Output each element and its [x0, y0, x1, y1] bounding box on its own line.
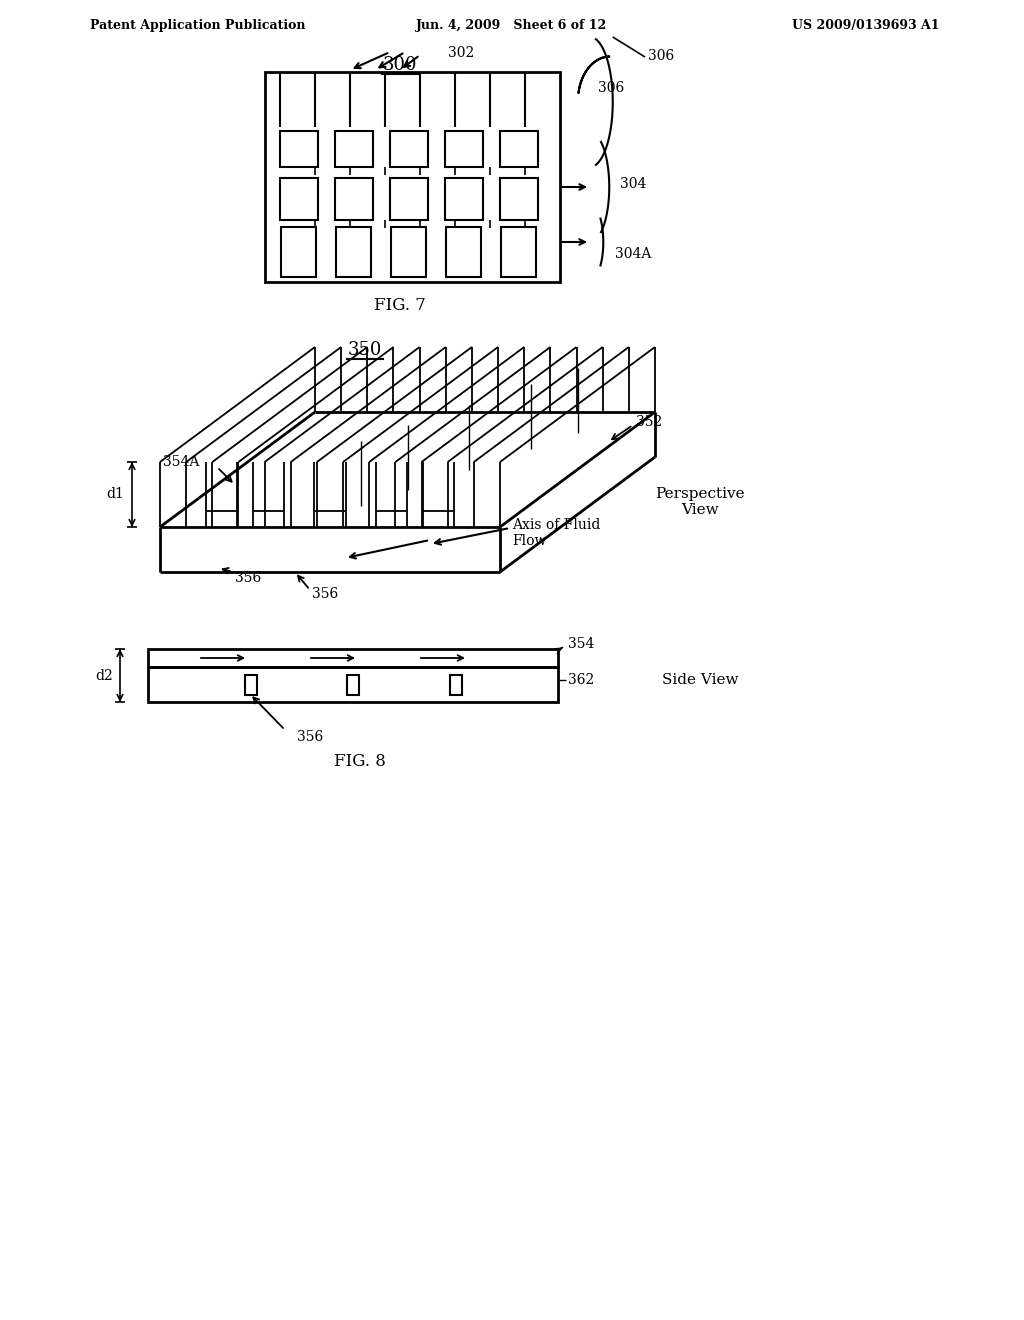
Text: FIG. 8: FIG. 8 [334, 754, 386, 771]
Text: 356: 356 [234, 572, 261, 585]
Bar [500, 131, 538, 168]
Bar [391, 227, 426, 277]
Bar [245, 675, 256, 694]
Bar [335, 131, 373, 168]
Text: 306: 306 [648, 49, 674, 63]
Text: Patent Application Publication: Patent Application Publication [90, 18, 305, 32]
Bar [148, 667, 558, 702]
Bar [445, 178, 483, 220]
Bar [347, 675, 359, 694]
Bar [265, 73, 560, 282]
Text: US 2009/0139693 A1: US 2009/0139693 A1 [793, 18, 940, 32]
Bar [500, 178, 538, 220]
Bar [280, 178, 318, 220]
Bar [148, 649, 558, 667]
Text: d1: d1 [106, 487, 124, 502]
Text: Axis of Fluid
Flow: Axis of Fluid Flow [512, 517, 600, 548]
Text: Jun. 4, 2009   Sheet 6 of 12: Jun. 4, 2009 Sheet 6 of 12 [417, 18, 607, 32]
Text: 306: 306 [598, 81, 625, 95]
Text: 354A: 354A [163, 455, 200, 469]
Bar [281, 227, 316, 277]
Bar [445, 131, 483, 168]
Text: 354: 354 [568, 638, 594, 651]
Bar [450, 675, 462, 694]
Text: FIG. 7: FIG. 7 [374, 297, 426, 314]
Bar [335, 178, 373, 220]
Text: Perspective
View: Perspective View [655, 487, 744, 517]
Text: 304: 304 [620, 177, 646, 191]
Text: 302: 302 [449, 46, 474, 59]
Bar [390, 178, 428, 220]
Text: 352: 352 [636, 414, 663, 429]
Bar [336, 227, 371, 277]
Text: Side View: Side View [662, 672, 738, 686]
Bar [390, 131, 428, 168]
Text: 300: 300 [383, 55, 417, 74]
Text: 356: 356 [312, 587, 338, 601]
Text: 350: 350 [348, 341, 382, 359]
Text: 304A: 304A [615, 247, 651, 261]
Text: d2: d2 [95, 668, 113, 682]
Bar [446, 227, 481, 277]
Text: 356: 356 [297, 730, 324, 744]
Bar [280, 131, 318, 168]
Bar [501, 227, 536, 277]
Text: 362: 362 [568, 672, 594, 686]
